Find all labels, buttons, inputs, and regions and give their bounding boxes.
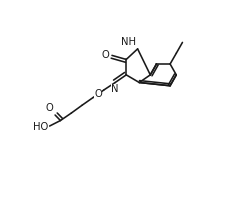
Text: NH: NH — [121, 37, 136, 47]
Text: O: O — [94, 89, 102, 99]
Text: O: O — [102, 50, 110, 60]
Text: HO: HO — [33, 122, 48, 132]
Text: O: O — [46, 103, 54, 113]
Text: N: N — [111, 84, 119, 95]
